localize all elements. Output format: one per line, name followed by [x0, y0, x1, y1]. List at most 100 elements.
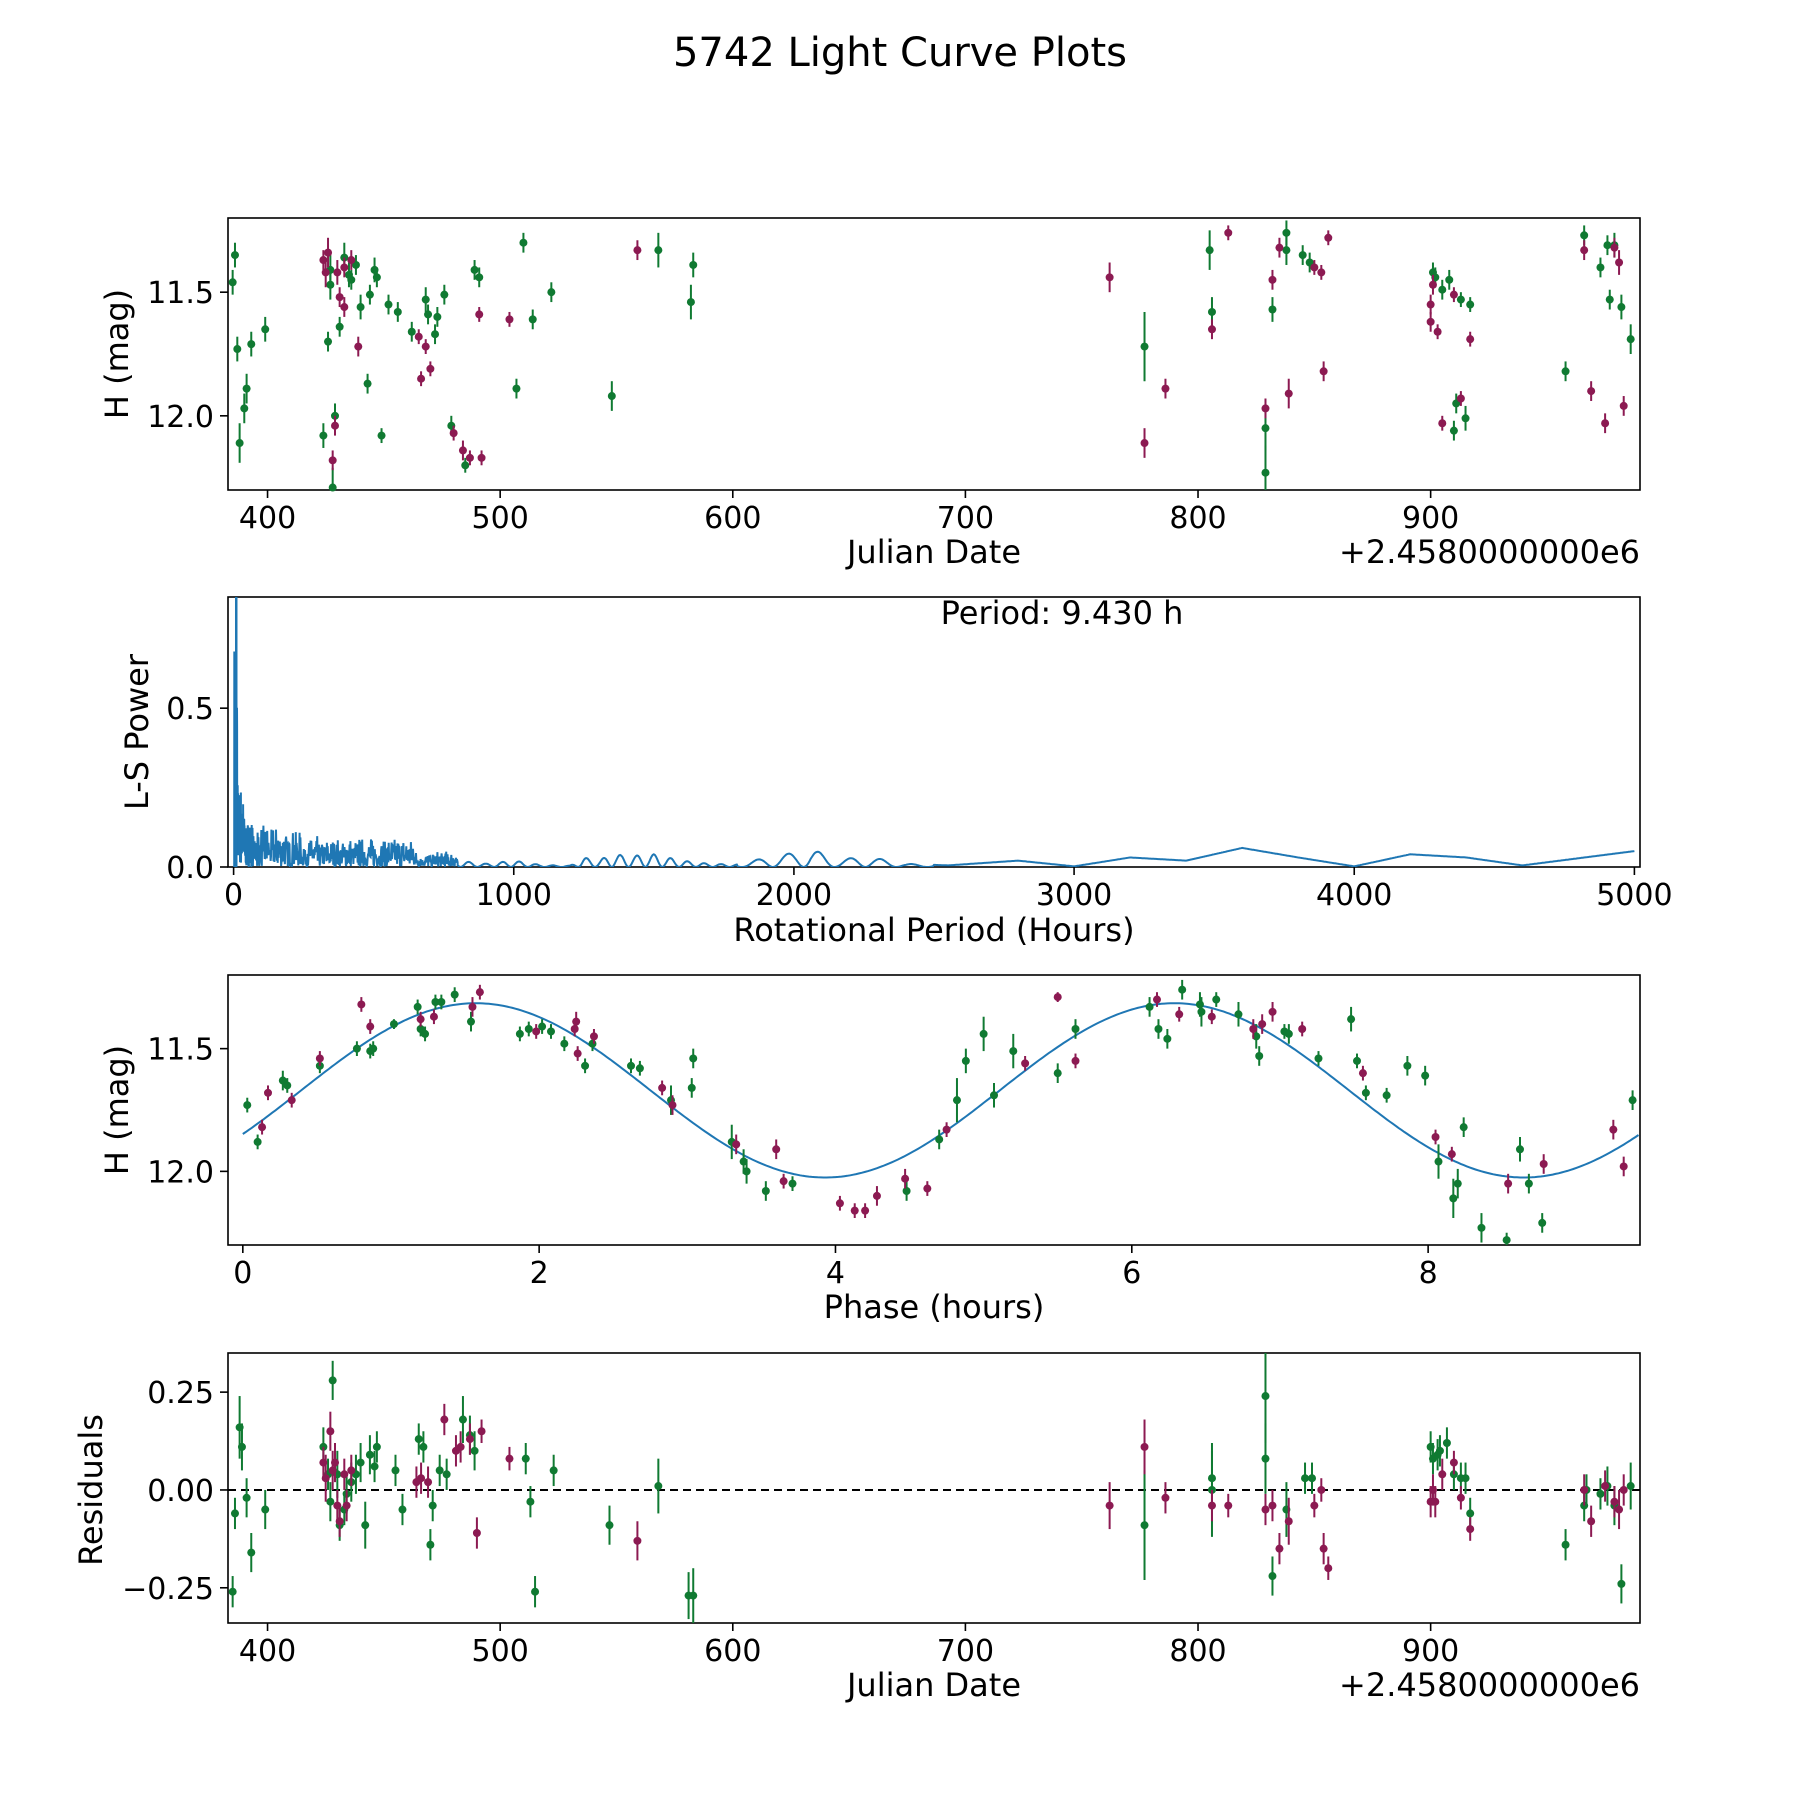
light-curve-point-maroon — [328, 456, 337, 465]
residuals-xtick-label: 900 — [1402, 1634, 1459, 1669]
phased-curve-point-green — [761, 1187, 770, 1195]
residuals-point-green — [1617, 1579, 1626, 1588]
phased-curve-point-maroon — [1152, 995, 1161, 1004]
light-curve-frame — [227, 217, 1641, 491]
light-curve-point-maroon — [475, 310, 484, 319]
phased-curve-point-maroon — [258, 1123, 267, 1132]
light-curve-point-green — [1207, 307, 1216, 316]
residuals-point-green — [1442, 1439, 1451, 1447]
residuals-point-green — [230, 1509, 239, 1518]
light-curve-point-green — [1205, 246, 1214, 255]
light-curve-point-maroon — [417, 374, 426, 383]
light-curve-point-green — [1626, 335, 1635, 344]
light-curve-point-green — [1268, 305, 1277, 314]
phased-curve-panel: 0 2 4 6 8 11.5 12.0 Phase (hours) H (mag) — [98, 974, 1641, 1326]
phased-curve-point-green — [1459, 1123, 1468, 1132]
periodogram-ytick-label: 0.0 — [166, 851, 214, 886]
light-curve-point-green — [393, 307, 402, 316]
phased-curve-point-maroon — [287, 1096, 296, 1105]
residuals-point-maroon — [1317, 1485, 1326, 1494]
residuals-point-green — [458, 1415, 467, 1424]
periodogram-frame — [227, 596, 1641, 868]
phased-curve-point-maroon — [835, 1199, 844, 1208]
residuals-point-maroon — [1207, 1501, 1216, 1510]
phased-curve-point-green — [1314, 1054, 1323, 1063]
residuals-point-green — [1268, 1572, 1277, 1581]
phased-curve-point-maroon — [923, 1184, 932, 1193]
periodogram-xtick-label: 2000 — [756, 878, 832, 913]
light-curve-point-green — [433, 312, 442, 321]
light-curve-ticks: 400 500 600 700 800 900 11.5 12.0 — [147, 276, 1459, 536]
residuals-xtick-label: 700 — [937, 1634, 994, 1669]
phased-curve-point-green — [1353, 1056, 1362, 1065]
phased-curve-point-maroon — [901, 1174, 910, 1183]
residuals-point-maroon — [1161, 1493, 1170, 1502]
residuals-point-green — [1466, 1509, 1475, 1518]
residuals-point-maroon — [321, 1474, 330, 1483]
phased-curve-point-maroon — [366, 1022, 375, 1031]
phased-curve-point-green — [1195, 1000, 1204, 1009]
residuals-point-maroon — [1610, 1497, 1619, 1506]
residuals-points — [228, 1353, 1640, 1623]
phased-curve-point-maroon — [1609, 1125, 1618, 1134]
residuals-point-green — [361, 1521, 370, 1530]
phased-curve-point-green — [1421, 1071, 1430, 1080]
light-curve-point-green — [230, 251, 239, 260]
phased-curve-point-green — [1009, 1047, 1018, 1056]
light-curve-point-maroon — [477, 453, 486, 462]
light-curve-xtick-label: 400 — [239, 501, 296, 536]
periodogram-xtick-label: 3000 — [1036, 878, 1112, 913]
phased-curve-point-green — [689, 1054, 698, 1063]
phased-curve-point-green — [466, 1017, 475, 1026]
phased-curve-point-maroon — [668, 1101, 677, 1110]
light-curve-point-maroon — [354, 342, 363, 351]
light-curve-xtick-label: 700 — [937, 501, 994, 536]
residuals-point-maroon — [1587, 1517, 1596, 1526]
residuals-ytick-label: −0.25 — [122, 1572, 214, 1607]
light-curve-point-maroon — [1466, 335, 1475, 344]
light-curve-point-green — [1605, 295, 1614, 304]
light-curve-point-green — [372, 273, 381, 282]
residuals-point-maroon — [1324, 1564, 1333, 1573]
light-curve-ytick-label: 11.5 — [147, 276, 214, 311]
residuals-point-green — [326, 1497, 335, 1506]
light-curve-ytick-label: 12.0 — [147, 400, 214, 435]
phased-curve-point-maroon — [468, 1002, 477, 1011]
light-curve-point-maroon — [633, 246, 642, 255]
light-curve-point-green — [519, 238, 528, 247]
phased-curve-point-green — [1524, 1179, 1533, 1188]
light-curve-point-maroon — [458, 446, 467, 455]
residuals-point-maroon — [1224, 1501, 1233, 1510]
phased-curve-point-green — [1434, 1157, 1443, 1166]
light-curve-point-maroon — [1615, 258, 1624, 267]
light-curve-point-green — [528, 315, 537, 324]
phased-curve-point-green — [389, 1020, 398, 1029]
light-curve-point-maroon — [1610, 243, 1619, 252]
phased-curve-point-maroon — [532, 1027, 541, 1036]
phased-curve-point-maroon — [1207, 1012, 1216, 1021]
phased-model-curve — [242, 1002, 1640, 1179]
phased-curve-point-green — [1449, 1194, 1458, 1203]
phased-curve-point-green — [437, 998, 446, 1006]
phased-curve-point-maroon — [1358, 1069, 1367, 1078]
light-curve-point-green — [654, 246, 663, 255]
residuals-point-green — [419, 1442, 428, 1451]
periodogram-xtick-label: 1000 — [476, 878, 552, 913]
residuals-point-green — [391, 1466, 400, 1475]
phased-curve-point-maroon — [1249, 1025, 1258, 1033]
phased-curve-point-maroon — [861, 1206, 870, 1215]
residuals-xtick-label: 800 — [1169, 1634, 1226, 1669]
light-curve-point-maroon — [1275, 243, 1284, 252]
phased-curve-point-green — [1453, 1179, 1462, 1188]
phased-curve-frame — [227, 974, 1641, 1246]
light-curve-point-green — [242, 384, 251, 393]
residuals-point-green — [1626, 1482, 1635, 1491]
phased-curve-point-green — [1628, 1096, 1637, 1105]
residuals-point-maroon — [1268, 1501, 1277, 1510]
light-curve-point-maroon — [505, 315, 514, 324]
residuals-point-maroon — [1580, 1485, 1589, 1494]
light-curve-point-maroon — [1456, 394, 1465, 403]
light-curve-point-green — [431, 330, 440, 339]
residuals-point-green — [549, 1466, 558, 1475]
